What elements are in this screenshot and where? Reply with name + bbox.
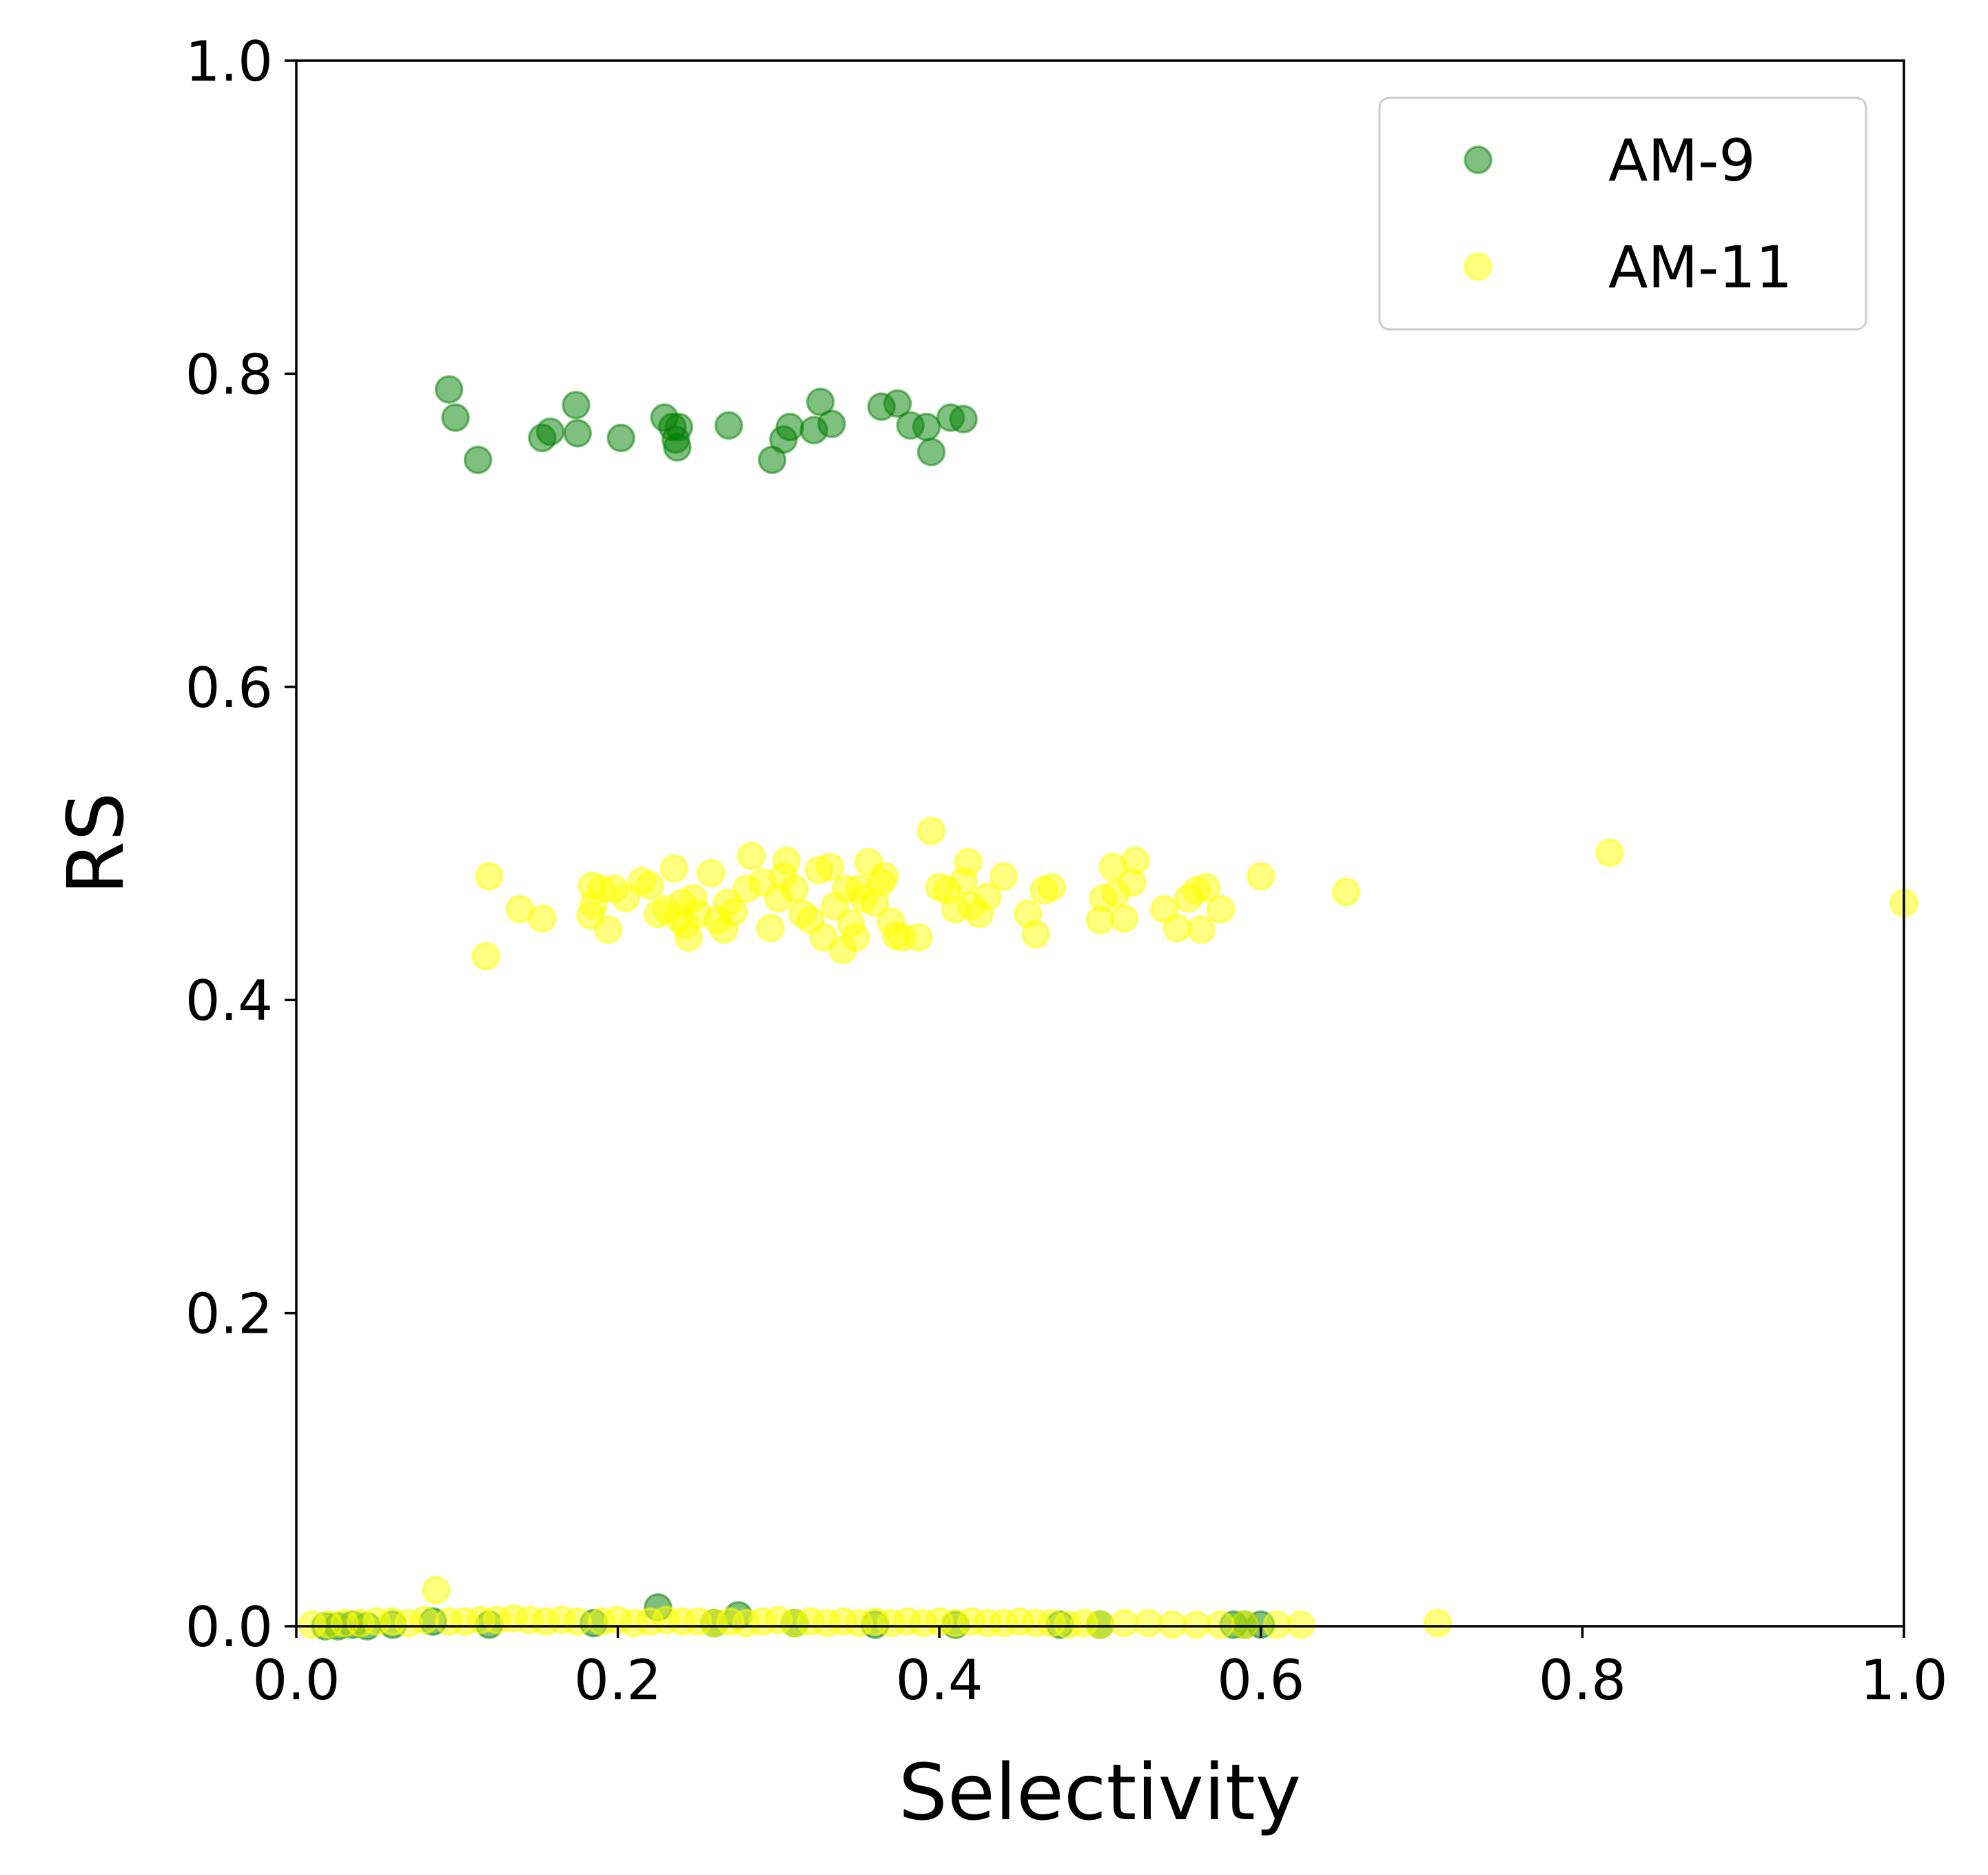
point-am-11-95 (422, 1575, 451, 1605)
point-am-9-0 (434, 375, 464, 404)
point-am-11-66 (1021, 920, 1050, 949)
x-tick-label-5: 1.0 (1860, 1648, 1947, 1712)
point-am-11-85 (1595, 838, 1624, 868)
y-axis-label: RS (52, 792, 141, 895)
point-am-11-143 (1262, 1610, 1291, 1639)
point-am-11-64 (989, 861, 1018, 891)
legend-label-am-9: AM-9 (1608, 127, 1756, 194)
point-am-9-18 (806, 387, 835, 417)
point-am-9-6 (563, 418, 593, 448)
point-am-11-1 (475, 861, 504, 891)
plot-frame (295, 59, 1905, 1628)
point-am-11-136 (1085, 1610, 1115, 1639)
point-am-11-94 (410, 1606, 440, 1635)
legend: AM-9 AM-11 (1378, 96, 1867, 331)
point-am-11-8 (593, 915, 623, 944)
point-am-11-80 (1187, 915, 1216, 944)
point-am-9-4 (535, 417, 565, 447)
legend-marker-am-11 (1464, 252, 1493, 281)
point-am-11-82 (1206, 894, 1236, 924)
point-am-11-39 (815, 852, 845, 881)
ticks-layer: 0.0 0.2 0.4 0.6 0.8 1.0 0.0 0.2 0.4 0.6 0.8 1.0 (185, 30, 1948, 1712)
point-am-11-142 (1230, 1610, 1260, 1639)
x-tick-label-2: 0.4 (896, 1648, 983, 1712)
point-am-11-73 (1109, 904, 1139, 933)
legend-marker-am-9 (1464, 145, 1493, 174)
x-tick-label-3: 0.6 (1217, 1648, 1304, 1712)
y-tick-label-1: 0.2 (185, 1282, 273, 1346)
point-am-11-140 (1182, 1610, 1211, 1639)
x-tick-label-1: 0.2 (574, 1648, 662, 1712)
point-am-11-44 (841, 923, 870, 952)
point-am-11-28 (737, 841, 766, 870)
point-am-11-145 (1423, 1608, 1453, 1638)
point-am-11-15 (659, 854, 689, 883)
x-tick-label-0: 0.0 (252, 1648, 340, 1712)
x-tick-label-4: 0.8 (1539, 1648, 1626, 1712)
point-am-11-138 (1134, 1608, 1163, 1638)
point-am-11-3 (528, 904, 557, 933)
series-am-11 (298, 817, 1918, 1639)
point-am-11-12 (635, 871, 665, 901)
point-am-9-19 (817, 409, 846, 438)
point-am-11-144 (1287, 1610, 1315, 1639)
legend-label-am-11: AM-11 (1608, 234, 1792, 301)
point-am-9-12 (664, 412, 694, 442)
point-am-11-22 (697, 859, 726, 888)
point-am-11-83 (1247, 861, 1275, 891)
point-am-9-1 (441, 403, 470, 432)
point-am-11-63 (973, 882, 1002, 911)
point-am-11-0 (471, 941, 501, 971)
point-am-11-60 (954, 848, 983, 877)
point-am-11-77 (1162, 913, 1192, 943)
point-am-11-139 (1158, 1610, 1187, 1639)
point-am-9-7 (606, 423, 636, 453)
point-am-9-26 (949, 404, 978, 434)
point-am-11-30 (756, 913, 785, 943)
y-tick-label-4: 0.8 (185, 342, 273, 407)
points-layer (298, 375, 1918, 1641)
point-am-11-137 (1109, 1608, 1139, 1638)
y-tick-label-0: 0.0 (185, 1595, 273, 1659)
x-axis-label: Selectivity (899, 1748, 1301, 1838)
point-am-9-24 (916, 438, 946, 467)
point-am-11-19 (674, 923, 704, 952)
point-am-9-23 (912, 412, 941, 442)
point-am-9-13 (714, 411, 744, 440)
point-am-9-16 (775, 412, 804, 442)
y-tick-label-2: 0.4 (185, 969, 273, 1033)
legend-frame (1378, 96, 1867, 331)
y-tick-label-5: 1.0 (185, 30, 273, 94)
point-am-9-21 (883, 389, 912, 418)
point-am-11-75 (1121, 846, 1150, 875)
point-am-11-54 (904, 923, 933, 952)
point-am-11-34 (780, 874, 809, 903)
point-am-11-26 (719, 898, 748, 927)
point-am-11-50 (870, 861, 899, 891)
y-tick-label-3: 0.6 (185, 656, 273, 720)
point-am-11-33 (772, 846, 801, 875)
point-am-11-84 (1331, 877, 1361, 907)
point-am-11-10 (611, 883, 641, 913)
point-am-11-68 (1037, 872, 1067, 902)
point-am-9-2 (463, 445, 493, 475)
point-am-11-55 (916, 817, 946, 846)
point-am-9-5 (562, 391, 591, 420)
point-am-11-104 (563, 1607, 593, 1636)
point-am-11-141 (1206, 1610, 1236, 1639)
point-am-11-81 (1191, 872, 1221, 902)
